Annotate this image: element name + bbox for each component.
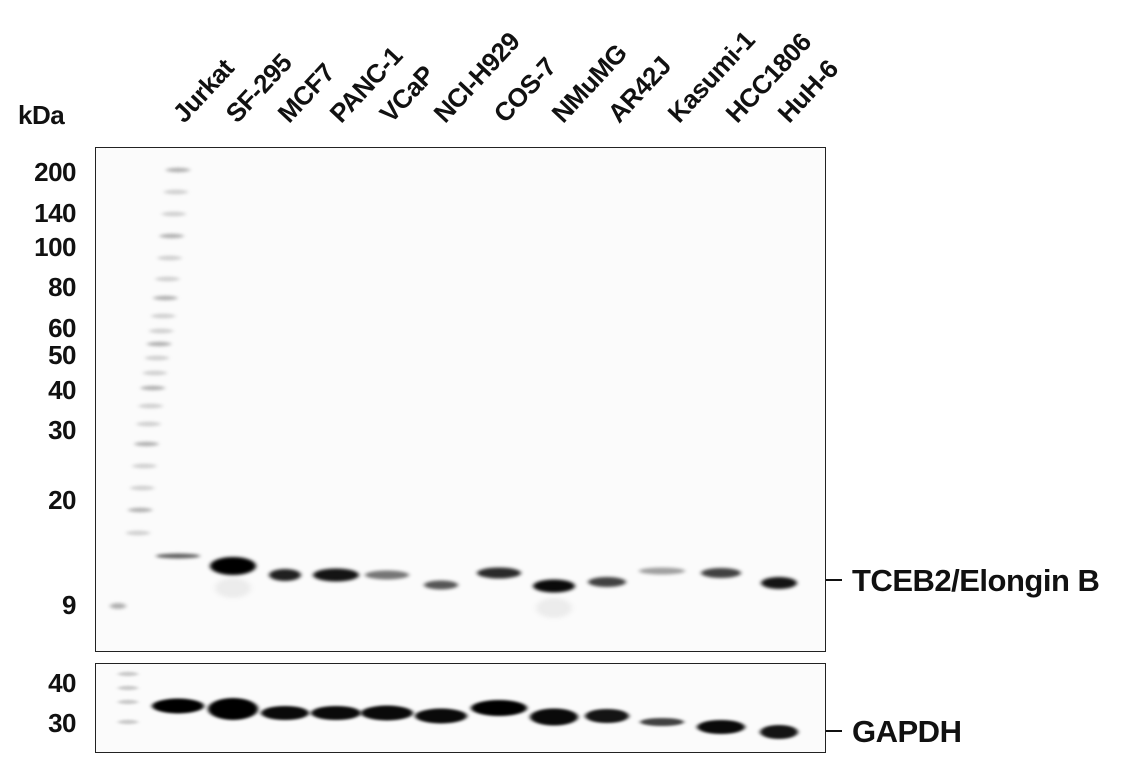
- tceb2-band-huh6: [761, 577, 797, 589]
- tceb2-band-hcc1806: [701, 568, 741, 578]
- tceb2-band-mcf7: [269, 569, 301, 581]
- ladder-band: [138, 403, 163, 409]
- gapdh-leader-line: [826, 730, 842, 732]
- gapdh-band-ncih929: [415, 708, 467, 724]
- ladder-band: [151, 313, 176, 319]
- gapdh-band-panc1: [311, 706, 361, 720]
- protein-ladder-bottom: [118, 671, 138, 725]
- ladder-band: [134, 441, 159, 447]
- gapdh-band-ar42j: [585, 709, 629, 723]
- ladder-band: [128, 507, 153, 513]
- ladder-band: [118, 719, 138, 725]
- mw-marker-30-gapdh: 30: [48, 708, 76, 738]
- kda-unit-label: kDa: [18, 100, 65, 130]
- gapdh-bands: [152, 698, 798, 739]
- gapdh-band-kasumi1: [640, 718, 684, 726]
- ladder-band: [145, 355, 169, 361]
- tceb2-band-panc1: [313, 568, 359, 582]
- blot-panel-gapdh: [95, 663, 826, 753]
- tceb2-bands: [156, 553, 797, 618]
- ladder-band: [118, 671, 138, 677]
- gapdh-band-jurkat: [152, 698, 204, 714]
- band-smear: [536, 598, 572, 618]
- ladder-band: [132, 463, 157, 469]
- tceb2-leader-line: [826, 579, 842, 581]
- tceb2-band-jurkat: [156, 553, 200, 559]
- blot-image-tceb2: [110, 167, 797, 618]
- tceb2-band-cos7: [477, 567, 521, 579]
- tceb2-band-kasumi1: [639, 567, 685, 575]
- ladder-band: [163, 189, 188, 195]
- gapdh-band-vcap: [361, 705, 413, 721]
- tceb2-band-ncih929: [424, 580, 458, 590]
- gapdh-band-cos7: [471, 700, 527, 716]
- ladder-band: [159, 233, 184, 239]
- band-smear: [215, 578, 251, 598]
- ladder-band: [147, 341, 172, 347]
- ladder-band: [136, 421, 161, 427]
- gapdh-band-nmumg: [530, 708, 578, 726]
- mw-marker-9: 9: [62, 590, 76, 620]
- gapdh-band-sf295: [208, 698, 258, 720]
- mw-marker-200: 200: [34, 157, 76, 187]
- mw-marker-60: 60: [48, 313, 76, 343]
- ladder-band: [155, 276, 180, 282]
- ladder-band: [149, 328, 174, 334]
- ladder-band: [110, 603, 126, 609]
- gapdh-band-hcc1806: [697, 720, 745, 734]
- ladder-band: [153, 295, 178, 301]
- mw-marker-30: 30: [48, 415, 76, 445]
- mw-marker-140: 140: [34, 198, 76, 228]
- ladder-band: [166, 167, 190, 173]
- gapdh-band-huh6: [760, 725, 798, 739]
- tceb2-band-ar42j: [588, 577, 626, 587]
- mw-marker-50: 50: [48, 340, 76, 370]
- mw-marker-20: 20: [48, 485, 76, 515]
- tceb2-band-vcap: [365, 570, 409, 580]
- ladder-band: [130, 485, 155, 491]
- ladder-band: [142, 370, 167, 376]
- gapdh-band-mcf7: [261, 706, 309, 720]
- ladder-band: [126, 530, 151, 536]
- ladder-band: [161, 211, 186, 217]
- mw-marker-40-gapdh: 40: [48, 668, 76, 698]
- tceb2-band-sf295: [210, 557, 256, 575]
- gapdh-band-label: GAPDH: [852, 714, 962, 749]
- ladder-band: [140, 385, 165, 391]
- mw-marker-80: 80: [48, 272, 76, 302]
- tceb2-band-nmumg: [533, 579, 575, 593]
- protein-ladder-top: [110, 167, 190, 609]
- ladder-band: [157, 255, 182, 261]
- tceb2-band-label: TCEB2/Elongin B: [852, 563, 1100, 598]
- mw-marker-100: 100: [34, 232, 76, 262]
- blot-image-gapdh: [118, 671, 798, 739]
- blot-panel-tceb2: [95, 147, 826, 652]
- mw-marker-40: 40: [48, 375, 76, 405]
- ladder-band: [118, 685, 138, 691]
- ladder-band: [118, 699, 138, 705]
